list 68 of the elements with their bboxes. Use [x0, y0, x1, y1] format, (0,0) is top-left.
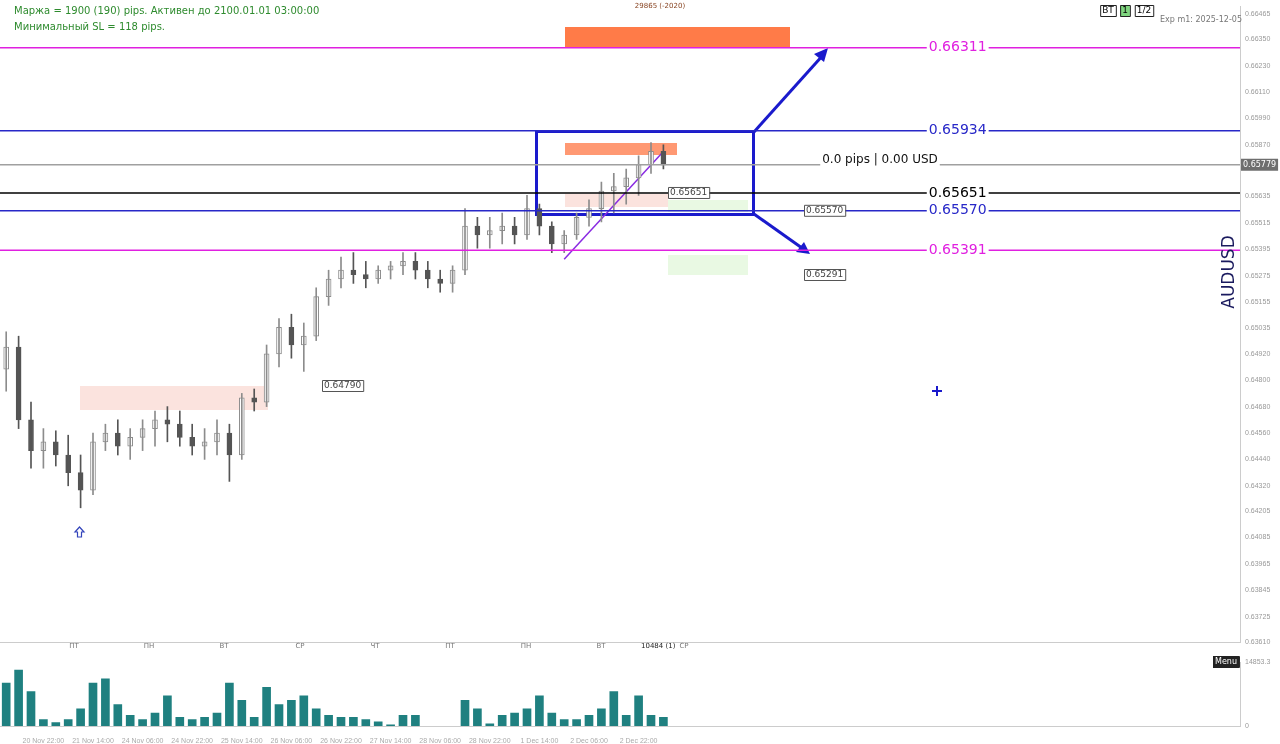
bar [39, 719, 48, 726]
annotation: 0.65651 [670, 187, 708, 198]
bar [584, 714, 594, 726]
bar [473, 708, 482, 726]
bar [237, 699, 247, 726]
bar [609, 691, 619, 726]
bar [163, 695, 172, 726]
bar [249, 717, 259, 726]
bar [26, 691, 36, 726]
annotation: BT [1102, 5, 1115, 16]
annotation: Exp m1: 2025-12-05 [1159, 15, 1242, 25]
bar [212, 712, 222, 726]
bar [621, 714, 631, 726]
annotation: 1 [1122, 5, 1128, 16]
bar [200, 717, 209, 726]
bar [659, 717, 668, 726]
bar [522, 708, 532, 726]
bar [113, 704, 123, 726]
bar [336, 717, 346, 726]
bar [559, 719, 569, 726]
bar [510, 712, 519, 726]
annotation: 0.0 pips | 0.00 USD [822, 152, 938, 167]
bar [634, 695, 643, 726]
ref-line-label: 0.65570 [928, 201, 987, 218]
bar [14, 669, 23, 726]
annotation: Маржа = 1900 (190) pips. Активен до 2100.01.01 03:00:00 [14, 4, 320, 16]
bar [287, 699, 296, 726]
bar [497, 714, 507, 726]
bar [1, 682, 11, 726]
annotation: 0.65291 [806, 269, 844, 280]
bar [535, 695, 544, 726]
bar [547, 712, 557, 726]
bar [311, 708, 321, 726]
bar [572, 719, 581, 726]
annotation: 0.65570 [806, 205, 844, 216]
text: AUDUSD [1218, 235, 1239, 309]
bar [274, 704, 284, 726]
bar [187, 719, 197, 726]
ref-line-label: 0.65934 [928, 121, 987, 138]
bar [324, 714, 333, 726]
annotation: 0.64790 [324, 380, 362, 391]
annotation: 1/2 [1136, 5, 1152, 16]
bar [63, 719, 73, 726]
bar [88, 682, 98, 726]
bar [262, 687, 271, 726]
ref-line-label: 0.66311 [928, 38, 987, 55]
bar [175, 717, 185, 726]
ref-line-label: 0.65651 [928, 183, 987, 200]
bar [361, 719, 371, 726]
bar [101, 678, 110, 726]
bar [150, 712, 160, 726]
bar [373, 721, 383, 726]
bar [597, 708, 606, 726]
bar [646, 714, 656, 726]
bar [138, 719, 147, 726]
bar [76, 708, 85, 726]
bar [125, 714, 135, 726]
bar [51, 722, 61, 726]
ref-line-label: 0.65779 [1243, 159, 1277, 169]
annotation: Menu [1215, 657, 1237, 667]
bar [460, 699, 470, 726]
bar [411, 714, 420, 726]
ref-line-label: 0.65391 [928, 240, 987, 257]
bar [398, 714, 408, 726]
bar [225, 682, 234, 726]
bar [349, 717, 358, 726]
annotation: Минимальный SL = 118 pips. [14, 20, 166, 32]
bar [299, 695, 309, 726]
